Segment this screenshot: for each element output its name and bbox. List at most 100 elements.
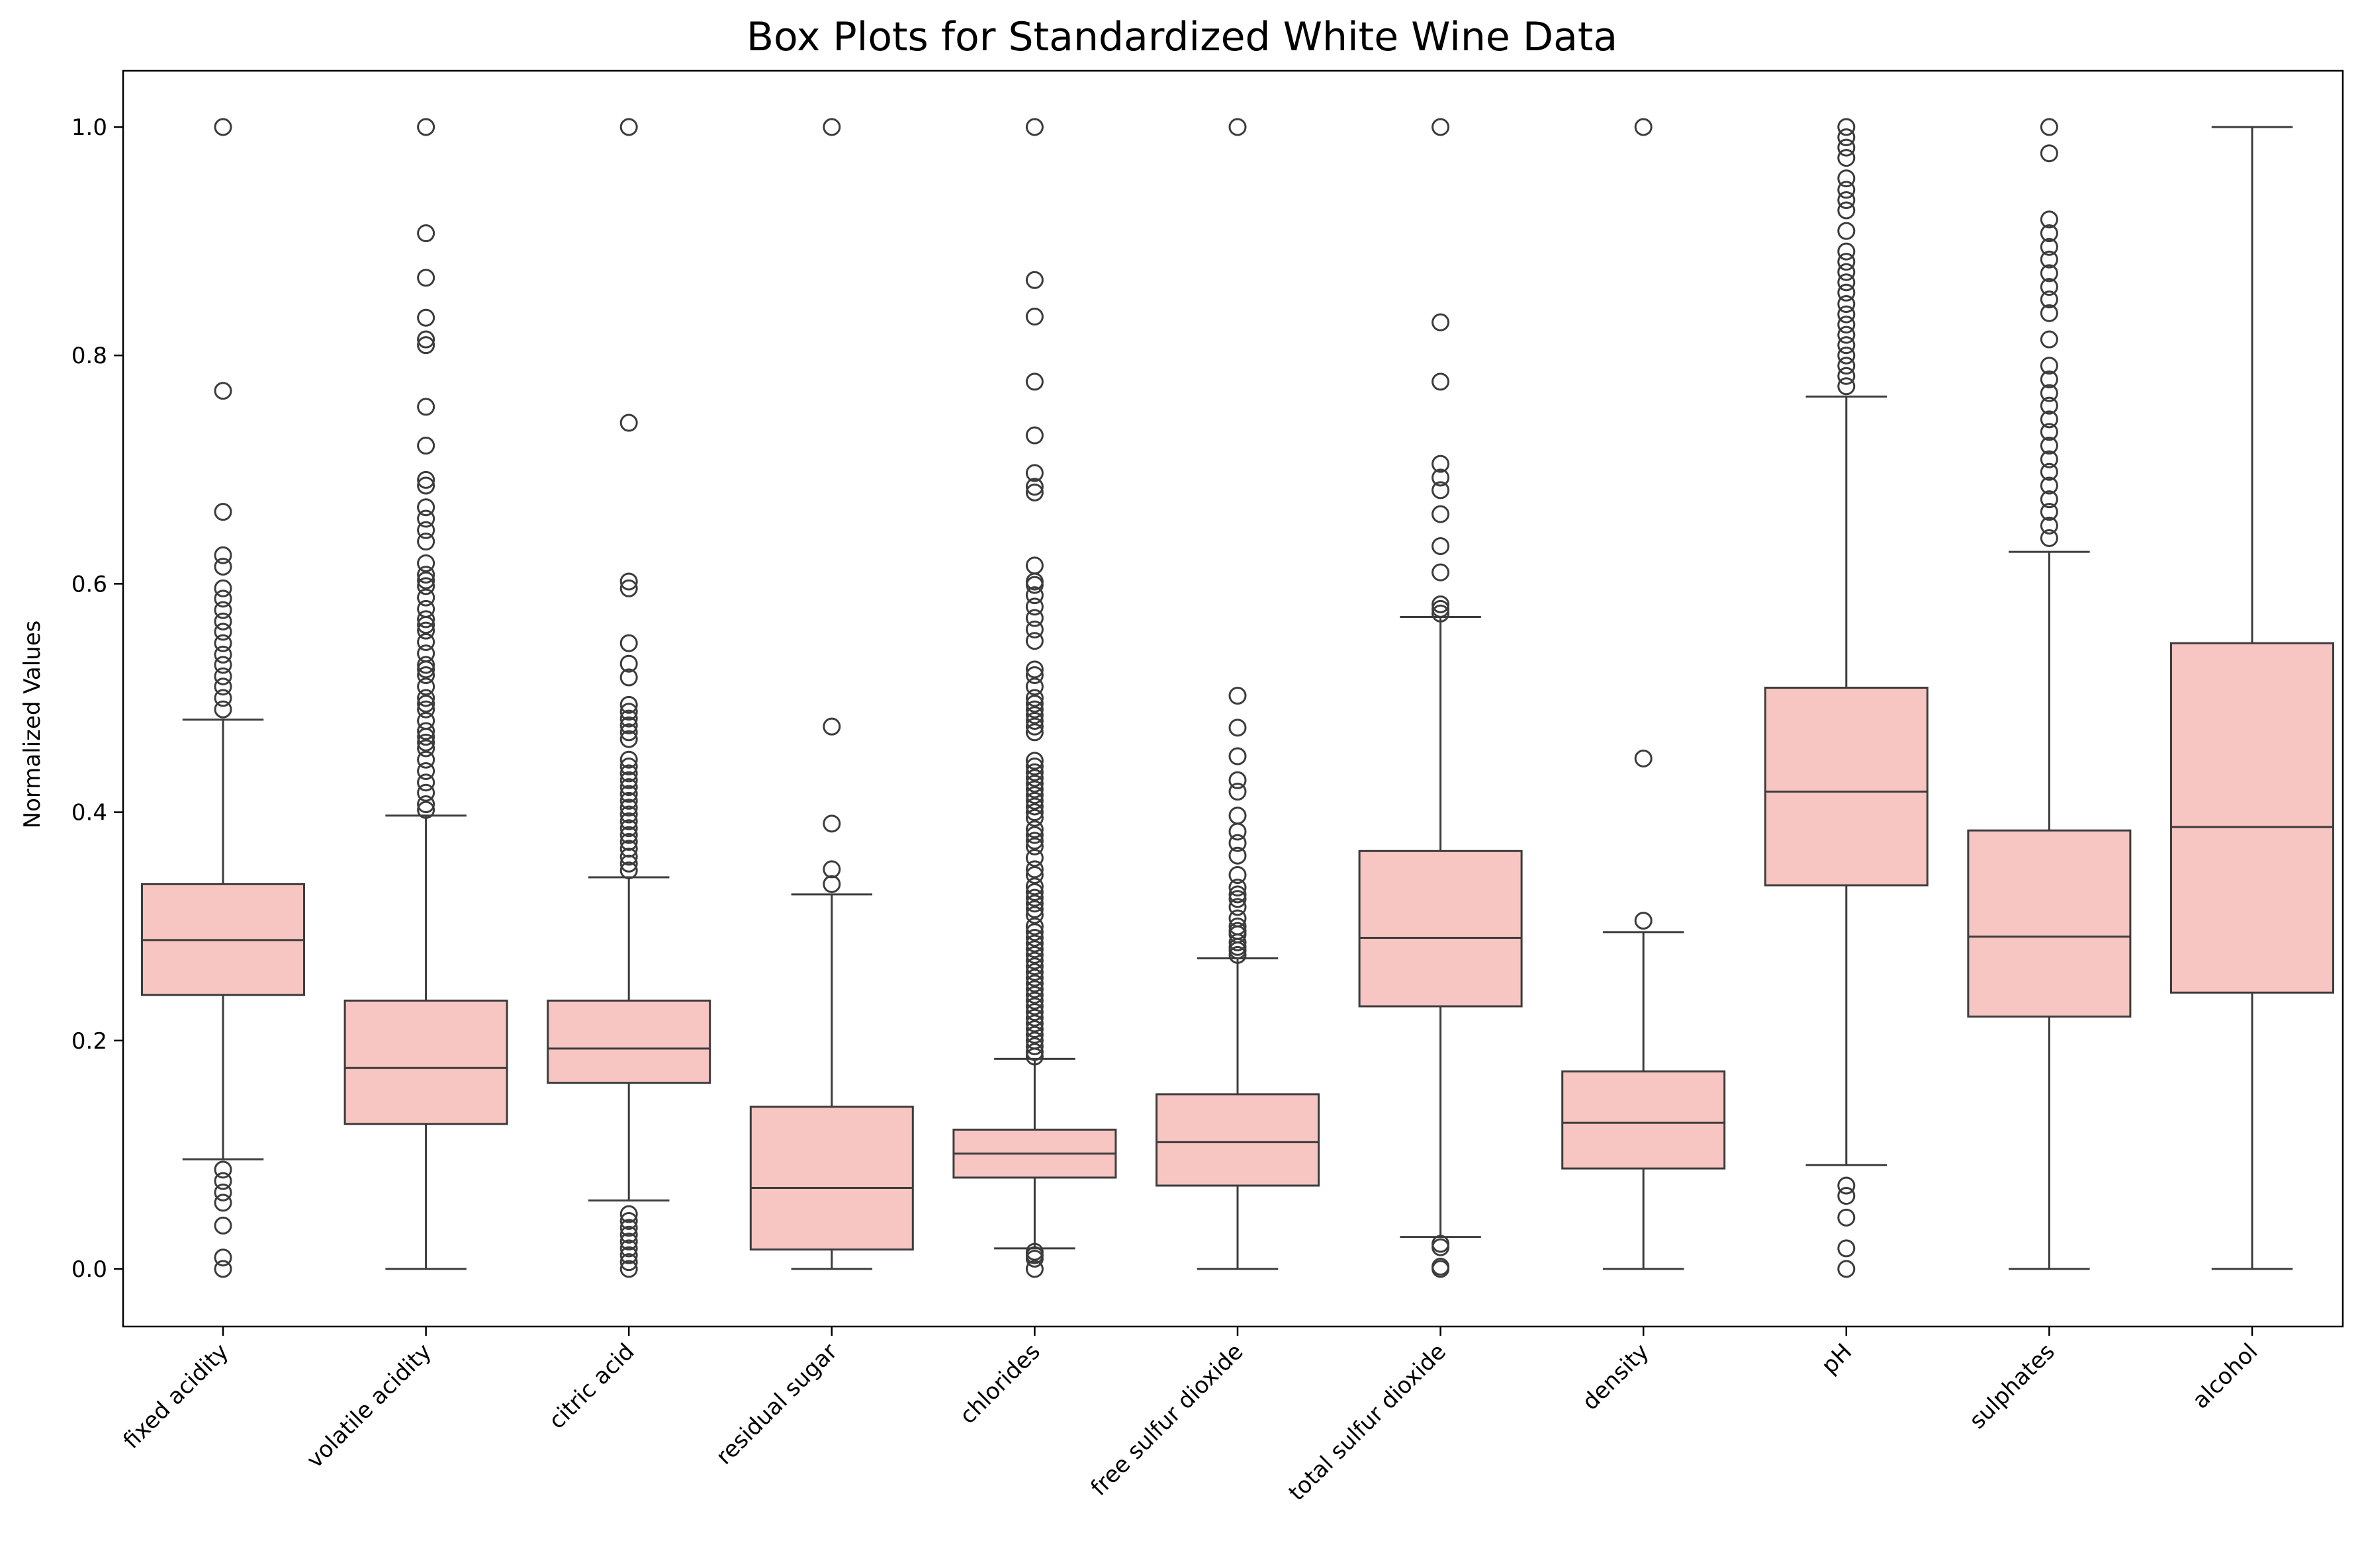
outlier-point [1228,783,1247,801]
outlier-point [417,610,435,629]
outlier-point [619,723,638,742]
outlier-point [823,860,841,879]
outlier-point [417,795,435,814]
outlier-point [1228,945,1247,964]
outlier-point [1025,576,1044,594]
outlier-point [214,677,232,696]
outlier-point [214,700,232,719]
outlier-point [417,269,435,287]
outlier-point [619,572,638,591]
outlier-point [1837,295,1856,314]
y-tick-label: 0.6 [71,571,107,597]
x-tick-label: pH [1817,1338,1858,1379]
x-tick-label: residual sugar [711,1338,842,1470]
outlier-point [417,308,435,327]
x-tick-label: fixed acidity [118,1338,234,1454]
outlier-point [1025,963,1044,981]
outlier-point [1837,263,1856,281]
outlier-point [417,616,435,634]
x-tick-label: free sulfur dioxide [1085,1338,1248,1501]
outlier-point [214,118,232,136]
outlier-point [1431,1260,1450,1278]
outlier-point [619,819,638,838]
outlier-point [417,689,435,707]
outlier-point [1431,505,1450,523]
outlier-point [1025,917,1044,936]
outlier-point [1025,889,1044,907]
outlier-point [1025,1047,1044,1066]
outlier-point [619,730,638,748]
outlier-point [2040,118,2058,136]
outlier-point [1228,866,1247,885]
outlier-point [1228,771,1247,789]
outlier-point [417,330,435,349]
outlier-point [1025,1249,1044,1268]
outlier-point [2040,224,2058,243]
outlier-point [1025,1020,1044,1039]
outlier-point [619,703,638,721]
y-tick-label: 0.4 [71,800,107,826]
outlier-point [1431,604,1450,623]
outlier-point [619,1260,638,1278]
outlier-point [1025,609,1044,627]
outlier-point [417,118,435,136]
outlier-point [1431,118,1450,136]
outlier-point [214,558,232,576]
outlier-point [1025,426,1044,445]
outlier-point [619,764,638,783]
box-total-sulfur-dioxide [1358,118,1523,1278]
outlier-point [619,1246,638,1264]
outlier-point [214,667,232,685]
outlier-point [619,709,638,728]
outlier-point [417,801,435,819]
outlier-point [1228,806,1247,825]
outlier-point [1025,1043,1044,1061]
outlier-point [214,1216,232,1235]
outlier-point [1025,769,1044,787]
outlier-point [417,762,435,780]
outlier-point [417,437,435,455]
outlier-point [1837,305,1856,324]
outlier-point [1837,357,1856,375]
outlier-point [1025,774,1044,793]
outlier-point [214,1160,232,1179]
outlier-point [1837,377,1856,396]
outlier-point [1431,468,1450,487]
outlier-point [1025,1025,1044,1044]
outlier-point [214,503,232,521]
outlier-point [1025,706,1044,724]
outlier-point [1837,326,1856,344]
outlier-point [1837,138,1856,157]
outlier-point [417,773,435,792]
outlier-point [2040,476,2058,495]
outlier-point [1837,1208,1856,1227]
outlier-point [417,566,435,584]
outlier-point [2040,462,2058,481]
outlier-point [619,861,638,880]
outlier-point [1025,940,1044,959]
outlier-point [2040,370,2058,388]
outlier-point [1025,763,1044,781]
outlier-point [214,579,232,597]
outlier-point [1837,169,1856,188]
outlier-point [1837,222,1856,240]
outlier-point [1025,723,1044,742]
outlier-point [1025,780,1044,799]
outlier-point [1837,181,1856,199]
outlier-point [2040,410,2058,429]
outlier-point [1837,367,1856,385]
outlier-point [1431,1235,1450,1253]
outlier-point [1431,1238,1450,1256]
outlier-point [1228,747,1247,765]
outlier-point [1025,986,1044,1004]
outlier-point [1025,923,1044,941]
outlier-point [1837,316,1856,334]
outlier-point [214,1260,232,1278]
outlier-point [619,832,638,851]
y-tick-label: 0.8 [71,343,107,369]
outlier-point [1025,1008,1044,1027]
outlier-point [619,1253,638,1272]
outlier-point [1025,556,1044,575]
outlier-point [1025,712,1044,730]
outlier-point [619,848,638,866]
